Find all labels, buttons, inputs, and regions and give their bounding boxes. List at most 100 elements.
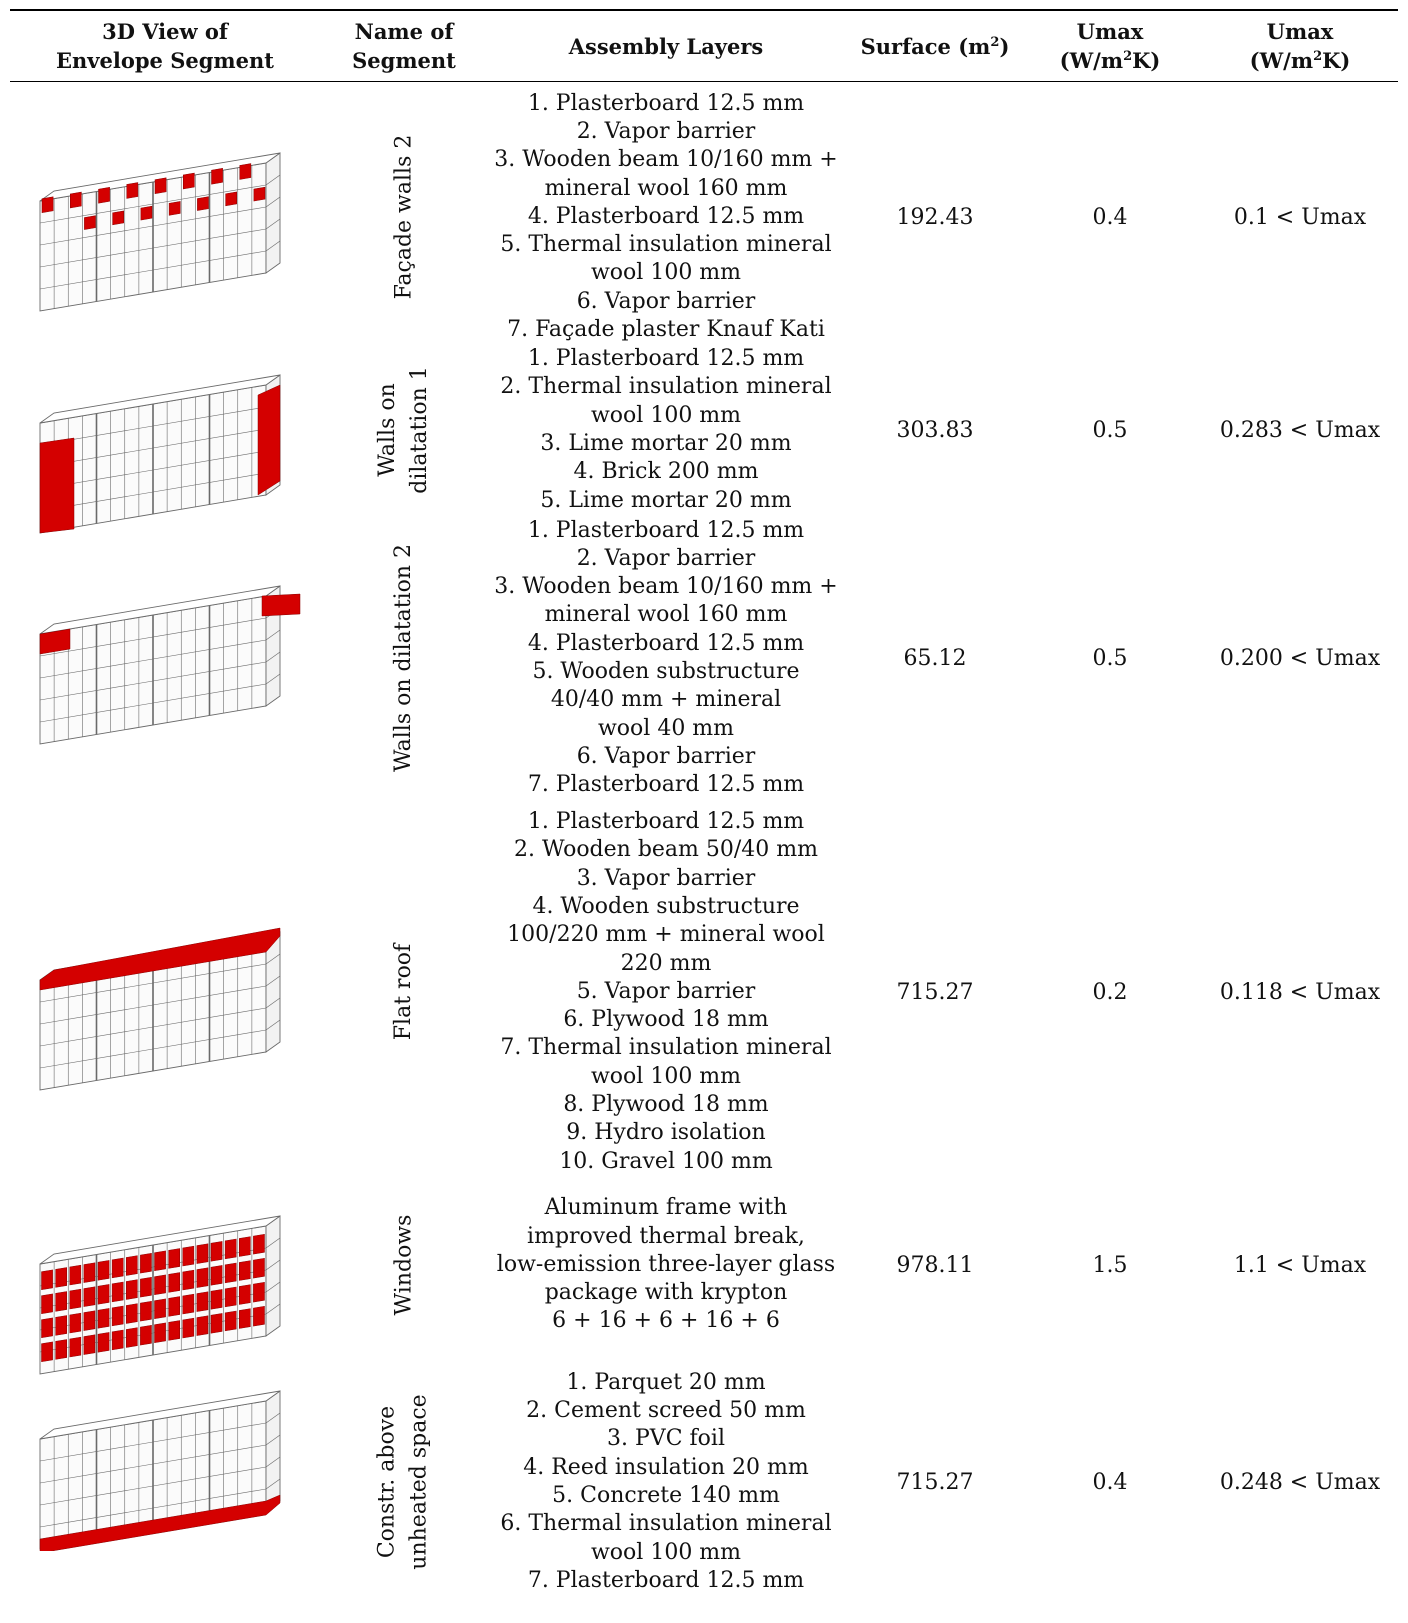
envelope-segment-3d-view [24,1371,306,1551]
assembly-layer-line: wool 40 mm [597,715,735,741]
header-umax2-unit-sup: 2 [1313,49,1323,64]
building-wireframe-top-windows [39,152,281,312]
header-umax-unit-text: (W/m [1059,48,1124,73]
assembly-layer-line: 5. Thermal insulation mineral [500,232,832,258]
assembly-layer-line: 5. Wooden substructure [532,658,800,684]
segment-name-line: dilatation 1 [407,366,433,494]
assembly-layer-line: 3. Wooden beam 10/160 mm + [494,147,838,173]
assembly-layer-line: 2. Vapor barrier [576,545,756,571]
assembly-layer-line: 1. Plasterboard 12.5 mm [527,90,805,116]
header-umax-required-unit: (W/m2K) [1060,46,1161,75]
assembly-layer-line: 3. Wooden beam 10/160 mm + [494,574,838,600]
segment-name-cell: Flat roof [350,802,458,1182]
envelope-segment-3d-view [24,133,306,313]
assembly-layer-line: 6. Plywood 18 mm [563,1007,769,1033]
table-row: Walls on dilatation 2 1. Plasterboard 12.… [0,516,1408,800]
assembly-layer-line: 7. Plasterboard 12.5 mm [527,1567,805,1593]
building-wireframe-top-corners [39,585,301,745]
table-row: Constr. above unheated space 1. Parquet 20… [0,1346,1408,1618]
segment-name: Windows [388,1215,420,1316]
assembly-layer-line: 4. Reed insulation 20 mm [523,1454,809,1480]
assembly-layer-line: 220 mm [620,950,712,976]
assembly-layer-line: 2. Wooden beam 50/40 mm [513,837,819,863]
assembly-layer-line: 7. Thermal insulation mineral [500,1035,832,1061]
highlight-top-corners [39,593,301,655]
header-umax-achieved-line1: Umax [1266,19,1334,44]
u-value-comparison: 0.248 < Umax [1219,1469,1381,1495]
assembly-layer-line: 100/220 mm + mineral wool [507,922,825,948]
assembly-layer-line: 4. Brick 200 mm [573,459,759,485]
surface-value: 192.43 [896,204,974,230]
assembly-layer-line: package with krypton [544,1280,788,1306]
segment-name-line: Walls on dilatation 2 [391,543,416,773]
assembly-layers-cell: 1. Plasterboard 12.5 mm 2. Wooden beam 50… [488,808,844,1176]
building-wireframe-roof [39,927,281,1091]
envelope-segment-3d-view [24,912,306,1092]
assembly-layer-line: 40/40 mm + mineral [550,687,782,713]
header-umax-unit-sup: 2 [1123,49,1133,64]
assembly-layers-cell: 1. Plasterboard 12.5 mm 2. Vapor barrier 3… [488,90,844,345]
table-top-rule [10,9,1398,11]
envelope-segment-3d-view [24,355,306,535]
segment-name-line: Flat roof [391,943,416,1041]
assembly-layer-line: 5. Lime mortar 20 mm [540,487,792,513]
assembly-layer-line: wool 100 mm [590,260,742,286]
assembly-layer-line: 2. Cement screed 50 mm [526,1398,806,1424]
assembly-layer-line: 3. Vapor barrier [576,865,756,891]
assembly-layer-line: 7. Façade plaster Knauf Kati [507,317,825,343]
segment-name: Walls on dilatation 1 [372,366,436,494]
assembly-layer-line: 2. Vapor barrier [576,118,756,144]
header-umax2-unit-text: (W/m [1249,48,1314,73]
assembly-layer-line: 5. Concrete 140 mm [552,1482,780,1508]
assembly-layer-line: wool 100 mm [590,1063,742,1089]
segment-name-line: Walls on [375,383,401,477]
assembly-layer-line: 6 + 16 + 6 + 16 + 6 [552,1308,780,1334]
assembly-layer-line: wool 100 mm [590,1539,742,1565]
u-value-comparison: 0.283 < Umax [1219,417,1381,443]
segment-name: Constr. above unheated space [372,1394,436,1569]
assembly-layer-line: improved thermal break, [527,1223,805,1249]
header-surface-label: Surface (m2) [861,32,1010,61]
u-value-comparison: 0.118 < Umax [1219,979,1381,1005]
highlight-top-windows [41,163,266,230]
header-umax-required: Umax (W/m2K) [1040,14,1180,78]
assembly-layer-line: 6. Vapor barrier [576,743,756,769]
surface-value: 715.27 [896,1469,974,1495]
building-wireframe-side-walls [39,374,281,534]
segment-name-line: Windows [390,1214,416,1316]
segment-name: Walls on dilatation 2 [388,544,420,772]
header-segment-name-line2: Segment [352,48,456,73]
assembly-layers-cell: Aluminum frame with improved thermal brea… [488,1194,844,1335]
envelope-segment-3d-view [24,566,306,746]
header-umax-required-line1: Umax [1076,19,1144,44]
assembly-layer-line: 5. Vapor barrier [576,978,756,1004]
header-segment-name: Name of Segment [345,14,463,78]
surface-value: 978.11 [896,1252,974,1278]
assembly-layer-line: 8. Plywood 18 mm [563,1092,769,1118]
umax-value: 0.4 [1092,204,1128,230]
umax-value: 1.5 [1092,1252,1128,1278]
surface-value: 715.27 [896,979,974,1005]
segment-name-cell: Façade walls 2 [350,88,458,346]
u-value-comparison: 0.200 < Umax [1219,645,1381,671]
assembly-layer-line: 3. PVC foil [607,1426,725,1452]
assembly-layer-line: 3. Lime mortar 20 mm [540,430,792,456]
assembly-layer-line: 1. Parquet 20 mm [566,1369,766,1395]
u-value-comparison: 0.1 < Umax [1233,204,1367,230]
segment-name-cell: Constr. above unheated space [350,1346,458,1618]
segment-name-cell: Walls on dilatation 1 [350,345,458,515]
header-3d-view: 3D View of Envelope Segment [24,14,306,78]
assembly-layer-line: 2. Thermal insulation mineral [500,374,832,400]
header-surface-close: ) [999,33,1010,59]
surface-value: 303.83 [896,417,974,443]
highlight-floor [39,1494,281,1551]
u-value-comparison: 1.1 < Umax [1233,1252,1367,1278]
assembly-layer-line: mineral wool 160 mm [544,175,788,201]
segment-name-cell: Walls on dilatation 2 [350,516,458,800]
header-surface: Surface (m2) [860,14,1010,78]
table-header-rule [10,81,1398,82]
assembly-layer-line: 10. Gravel 100 mm [559,1148,773,1174]
segment-name: Flat roof [388,944,420,1040]
surface-value: 65.12 [903,645,967,671]
header-umax-achieved: Umax (W/m2K) [1200,14,1400,78]
